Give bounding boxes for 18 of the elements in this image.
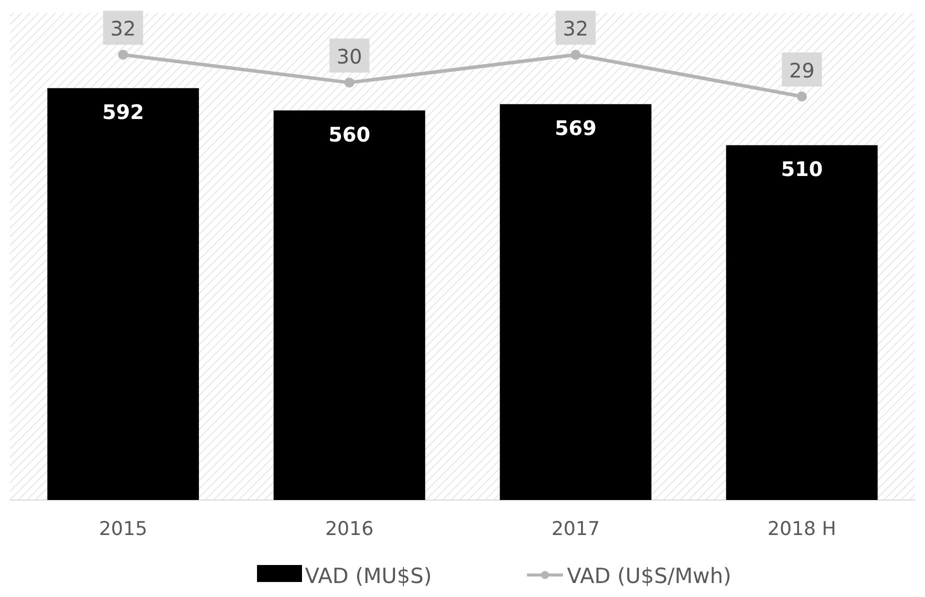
data-label: 32	[110, 16, 136, 41]
data-label: 560	[328, 122, 370, 146]
x-tick-label: 2015	[98, 518, 148, 540]
data-label: 592	[102, 100, 144, 124]
x-tick-label: 2016	[325, 518, 374, 540]
bar	[500, 104, 652, 500]
x-tick-label: 2017	[551, 518, 600, 540]
bar	[726, 145, 878, 500]
data-label: 30	[336, 44, 362, 69]
bar	[274, 110, 426, 500]
data-label: 569	[554, 116, 596, 140]
data-label: 32	[562, 16, 588, 41]
data-label: 510	[781, 157, 823, 182]
x-tick-label: 2018 H	[768, 518, 836, 540]
bar	[47, 88, 199, 500]
legend-label: VAD (U$S/Mwh)	[567, 564, 732, 588]
legend-label: VAD (MU$S)	[305, 564, 432, 588]
data-label: 29	[789, 58, 815, 82]
